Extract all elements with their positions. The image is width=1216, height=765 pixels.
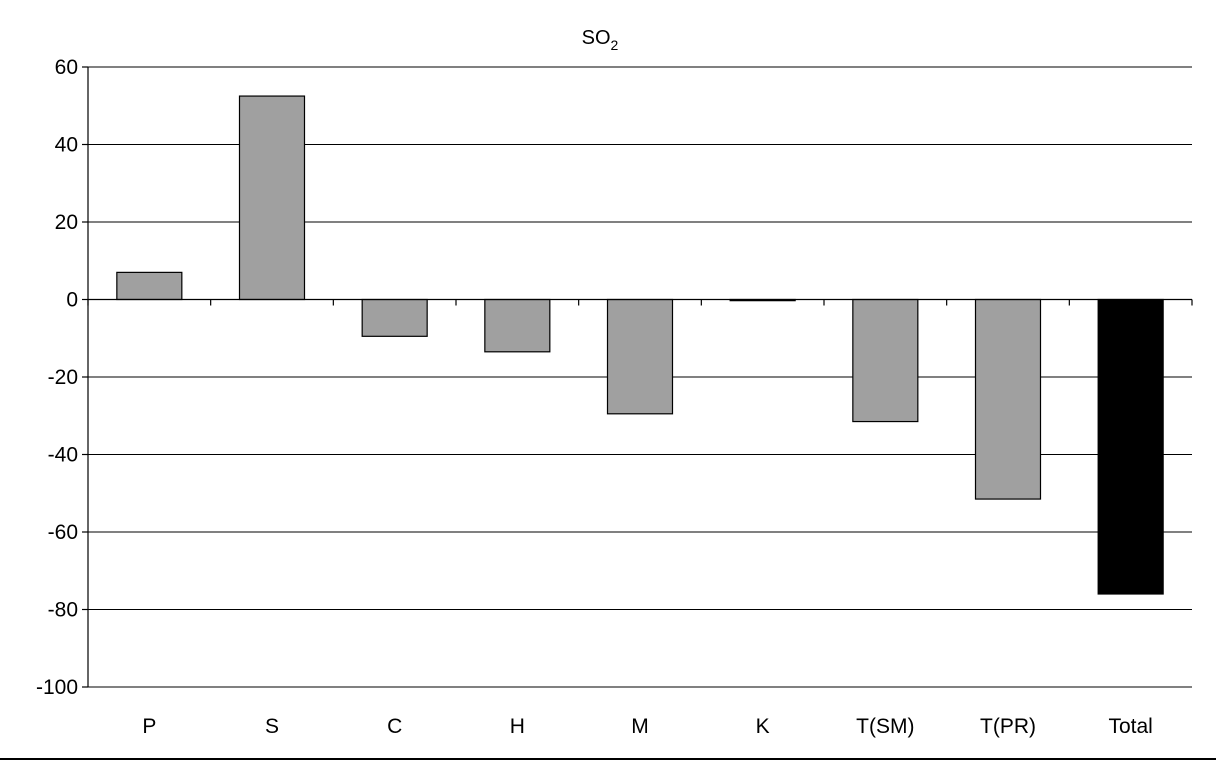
bar-total [1097, 298, 1164, 595]
y-tick-label: -80 [48, 599, 78, 622]
bar-t-pr [974, 298, 1042, 500]
bar-h [484, 298, 551, 353]
x-tick-label: T(SM) [856, 715, 914, 738]
y-tick-label: -60 [48, 521, 78, 544]
y-tick-label: 40 [55, 134, 78, 157]
x-tick-label: S [265, 715, 279, 738]
x-tick-label: K [756, 715, 770, 738]
x-tick-label: H [510, 715, 525, 738]
tick-labels: 60 40 20 0 -20 -40 -60 -80 -100 P S C H M K T(SM) T(PR) T… [36, 56, 1153, 738]
y-tick-label: -20 [48, 366, 78, 389]
x-tick-label: P [142, 715, 156, 738]
bottom-border [0, 758, 1216, 760]
y-tick-label: 0 [66, 289, 78, 312]
x-tick-label: Total [1108, 715, 1152, 738]
bar-t-sm [852, 298, 919, 423]
chart-title: SO2 [582, 27, 619, 53]
y-tick-label: 60 [55, 56, 78, 79]
y-tick-label: -100 [36, 676, 78, 699]
chart-title-subscript: 2 [611, 37, 619, 53]
x-tick-label: C [387, 715, 402, 738]
y-tick-label: 20 [55, 211, 78, 234]
bars [116, 95, 1164, 595]
x-tick-label: T(PR) [980, 715, 1036, 738]
chart-title-main: SO [582, 27, 611, 49]
y-tick-label: -40 [48, 444, 78, 467]
bar-p [116, 271, 183, 301]
axes [82, 66, 1193, 688]
bar-m [606, 298, 674, 415]
x-tick-label: M [631, 715, 649, 738]
bar-s [238, 95, 306, 301]
bar-c [361, 298, 428, 337]
